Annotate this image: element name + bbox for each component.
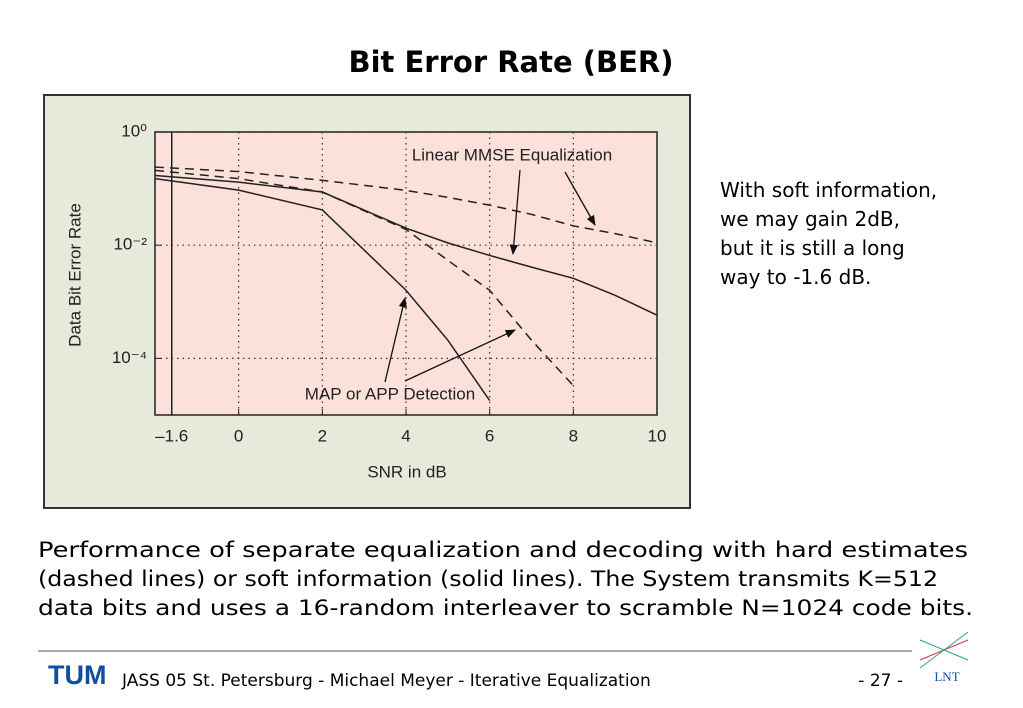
arrow: [404, 329, 516, 382]
plot-area: [154, 131, 658, 416]
series-line: [154, 177, 491, 401]
annotation: MAP or APP Detection: [305, 384, 475, 403]
side-line: way to -1.6 dB.: [720, 265, 871, 289]
x-tick-label: 6: [485, 426, 494, 445]
x-tick-label: 8: [569, 426, 578, 445]
x-tick-label: 10: [648, 426, 667, 445]
annotation: Linear MMSE Equalization: [412, 145, 612, 164]
lnt-text: LNT: [934, 669, 959, 684]
side-text: With soft information, we may gain 2dB, bu…: [720, 178, 937, 289]
y-tick-label: 10⁻²: [113, 235, 147, 254]
x-tick-label: 4: [401, 426, 410, 445]
side-line: but it is still a long: [720, 236, 905, 260]
y-axis-label: Data Bit Error Rate: [65, 203, 84, 347]
series-line: [154, 169, 574, 387]
arrow: [384, 296, 407, 383]
caption-line: (dashed lines) or soft information (soli…: [38, 567, 938, 592]
y-tick-label: 10⁰: [121, 121, 147, 140]
side-line: With soft information,: [720, 178, 937, 202]
x-tick-label: 0: [234, 426, 243, 445]
x-tick-label: –1.6: [155, 426, 188, 445]
page-number: - 27 -: [858, 671, 903, 691]
side-line: we may gain 2dB,: [720, 207, 900, 231]
arrow: [564, 171, 596, 226]
caption: Performance of separate equalization and…: [38, 538, 973, 621]
x-axis-label: SNR in dB: [367, 462, 446, 481]
plot: –1.6 0 2 4 6 8 10 10⁰ 10⁻² 10⁻⁴: [112, 121, 667, 445]
arrow: [509, 169, 521, 256]
caption-line: Performance of separate equalization and…: [38, 538, 968, 563]
footer-text: JASS 05 St. Petersburg - Michael Meyer -…: [121, 671, 651, 691]
caption-line: data bits and uses a 16-random interleav…: [38, 596, 973, 621]
x-tick-label: 2: [318, 426, 327, 445]
tum-logo: TUM: [48, 660, 106, 690]
slide-title: Bit Error Rate (BER): [348, 45, 673, 79]
lnt-logo: LNT: [919, 631, 969, 684]
series-line: [154, 174, 658, 316]
y-tick-label: 10⁻⁴: [112, 348, 147, 367]
series-line: [154, 166, 658, 244]
